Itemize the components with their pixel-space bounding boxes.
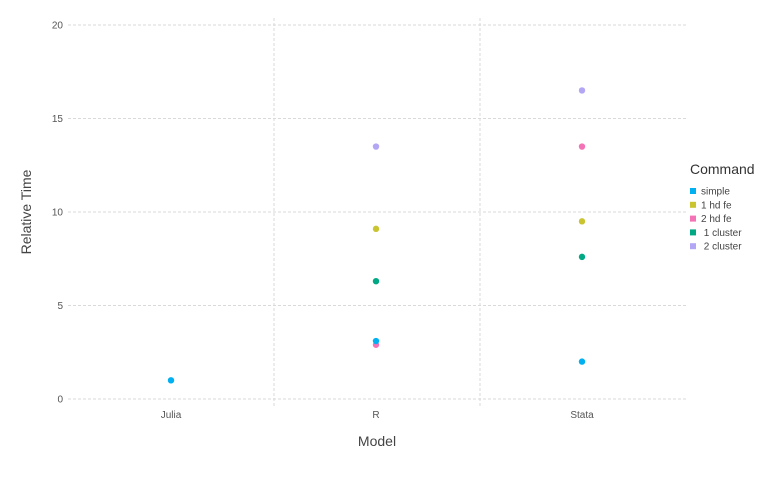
y-tick-label: 10 bbox=[52, 208, 64, 219]
legend-swatch bbox=[690, 229, 696, 236]
data-point bbox=[372, 225, 380, 233]
grid bbox=[68, 18, 686, 406]
axis-ticks: 0 5 10 15 20 Julia R Stata bbox=[52, 21, 594, 422]
data-point bbox=[578, 143, 586, 150]
data-point bbox=[578, 218, 586, 225]
legend-swatch bbox=[690, 201, 696, 208]
data-point bbox=[372, 277, 380, 285]
data-point bbox=[578, 358, 586, 365]
data-point bbox=[372, 337, 380, 345]
legend-swatch bbox=[690, 215, 696, 222]
y-tick-label: 15 bbox=[52, 114, 64, 125]
legend-items: simple 1 hd fe 2 hd fe 1 cluster 2 cluster bbox=[690, 187, 742, 253]
data-points bbox=[167, 87, 586, 384]
legend: Command simple 1 hd fe 2 hd fe 1 cluster 2… bbox=[690, 161, 755, 253]
legend-label: 2 hd fe bbox=[701, 214, 732, 225]
legend-swatch bbox=[690, 243, 696, 250]
y-tick-label: 5 bbox=[57, 301, 63, 312]
data-point bbox=[167, 377, 175, 384]
y-axis-title: Relative Time bbox=[18, 169, 34, 254]
legend-label: 1 cluster bbox=[701, 228, 742, 239]
data-point bbox=[578, 87, 586, 94]
x-tick-label: R bbox=[372, 410, 379, 421]
y-tick-label: 0 bbox=[57, 395, 63, 406]
x-axis-title: Model bbox=[358, 433, 396, 449]
data-point bbox=[372, 143, 380, 150]
data-point bbox=[578, 253, 586, 261]
x-tick-label: Julia bbox=[161, 410, 182, 421]
legend-label: 2 cluster bbox=[701, 242, 742, 253]
legend-label: 1 hd fe bbox=[701, 200, 732, 211]
x-tick-label: Stata bbox=[570, 410, 594, 421]
legend-label: simple bbox=[701, 187, 730, 198]
y-tick-label: 20 bbox=[52, 21, 64, 32]
legend-swatch bbox=[690, 188, 696, 194]
legend-title: Command bbox=[690, 161, 755, 177]
